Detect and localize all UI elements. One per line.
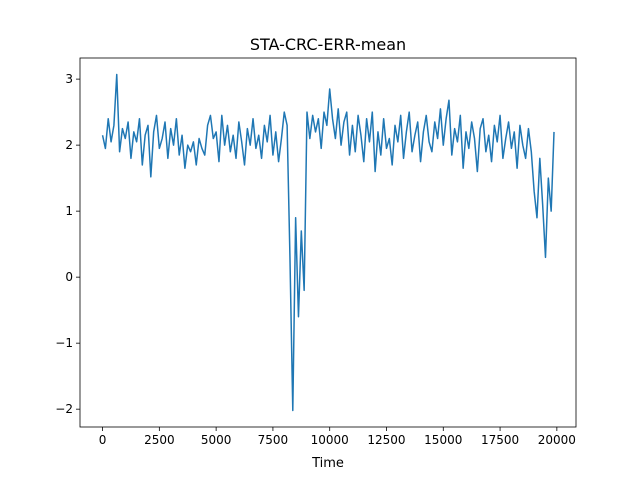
x-tick-label: 17500 (481, 433, 519, 447)
plot-frame (79, 57, 577, 428)
y-tick-label: 2 (65, 138, 73, 152)
data-line (101, 73, 555, 412)
x-tick-label: 15000 (424, 433, 462, 447)
chart-title: STA-CRC-ERR-mean (250, 35, 406, 54)
x-tick-label: 5000 (201, 433, 232, 447)
x-tick-label: 12500 (367, 433, 405, 447)
x-tick-label: 20000 (538, 433, 576, 447)
x-tick-label: 2500 (144, 433, 175, 447)
y-tick-label: 1 (65, 204, 73, 218)
y-tick-label: 0 (65, 270, 73, 284)
x-axis-label: Time (311, 456, 344, 471)
y-tick-label: 3 (65, 72, 73, 86)
x-tick-label: 7500 (258, 433, 289, 447)
x-tick-label: 10000 (311, 433, 349, 447)
y-tick-label: −1 (55, 336, 73, 350)
y-tick-label: −2 (55, 402, 73, 416)
x-tick-label: 0 (99, 433, 107, 447)
